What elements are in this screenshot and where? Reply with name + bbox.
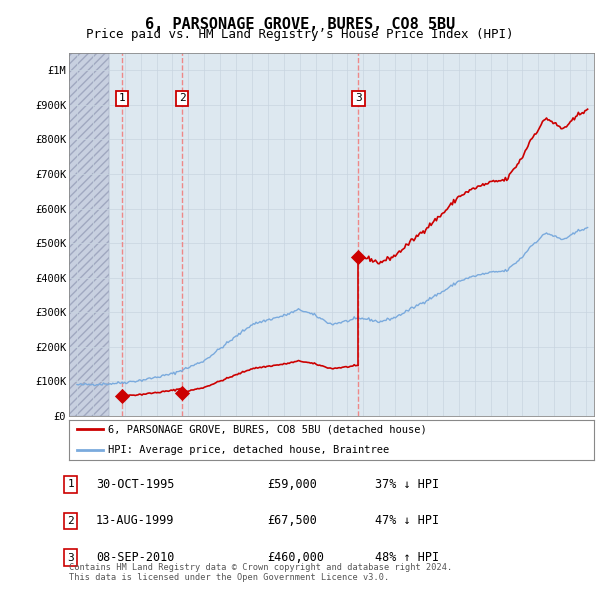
Text: 08-SEP-2010: 08-SEP-2010: [96, 551, 175, 564]
Text: £67,500: £67,500: [267, 514, 317, 527]
Text: 37% ↓ HPI: 37% ↓ HPI: [375, 478, 439, 491]
Text: 2: 2: [179, 93, 185, 103]
Text: 1: 1: [67, 480, 74, 489]
Text: Price paid vs. HM Land Registry’s House Price Index (HPI): Price paid vs. HM Land Registry’s House …: [86, 28, 514, 41]
Text: £59,000: £59,000: [267, 478, 317, 491]
Text: 47% ↓ HPI: 47% ↓ HPI: [375, 514, 439, 527]
Text: 3: 3: [355, 93, 362, 103]
Point: [117, 391, 127, 400]
Text: 30-OCT-1995: 30-OCT-1995: [96, 478, 175, 491]
Text: HPI: Average price, detached house, Braintree: HPI: Average price, detached house, Brai…: [109, 445, 389, 455]
Text: £460,000: £460,000: [267, 551, 324, 564]
Text: 1: 1: [119, 93, 125, 103]
Point: [178, 388, 187, 397]
Text: 6, PARSONAGE GROVE, BURES, CO8 5BU: 6, PARSONAGE GROVE, BURES, CO8 5BU: [145, 17, 455, 31]
Text: 48% ↑ HPI: 48% ↑ HPI: [375, 551, 439, 564]
Text: 6, PARSONAGE GROVE, BURES, CO8 5BU (detached house): 6, PARSONAGE GROVE, BURES, CO8 5BU (deta…: [109, 424, 427, 434]
Text: 3: 3: [67, 553, 74, 562]
Text: 13-AUG-1999: 13-AUG-1999: [96, 514, 175, 527]
Point: [353, 253, 363, 262]
Text: 2: 2: [67, 516, 74, 526]
Text: Contains HM Land Registry data © Crown copyright and database right 2024.
This d: Contains HM Land Registry data © Crown c…: [69, 563, 452, 582]
